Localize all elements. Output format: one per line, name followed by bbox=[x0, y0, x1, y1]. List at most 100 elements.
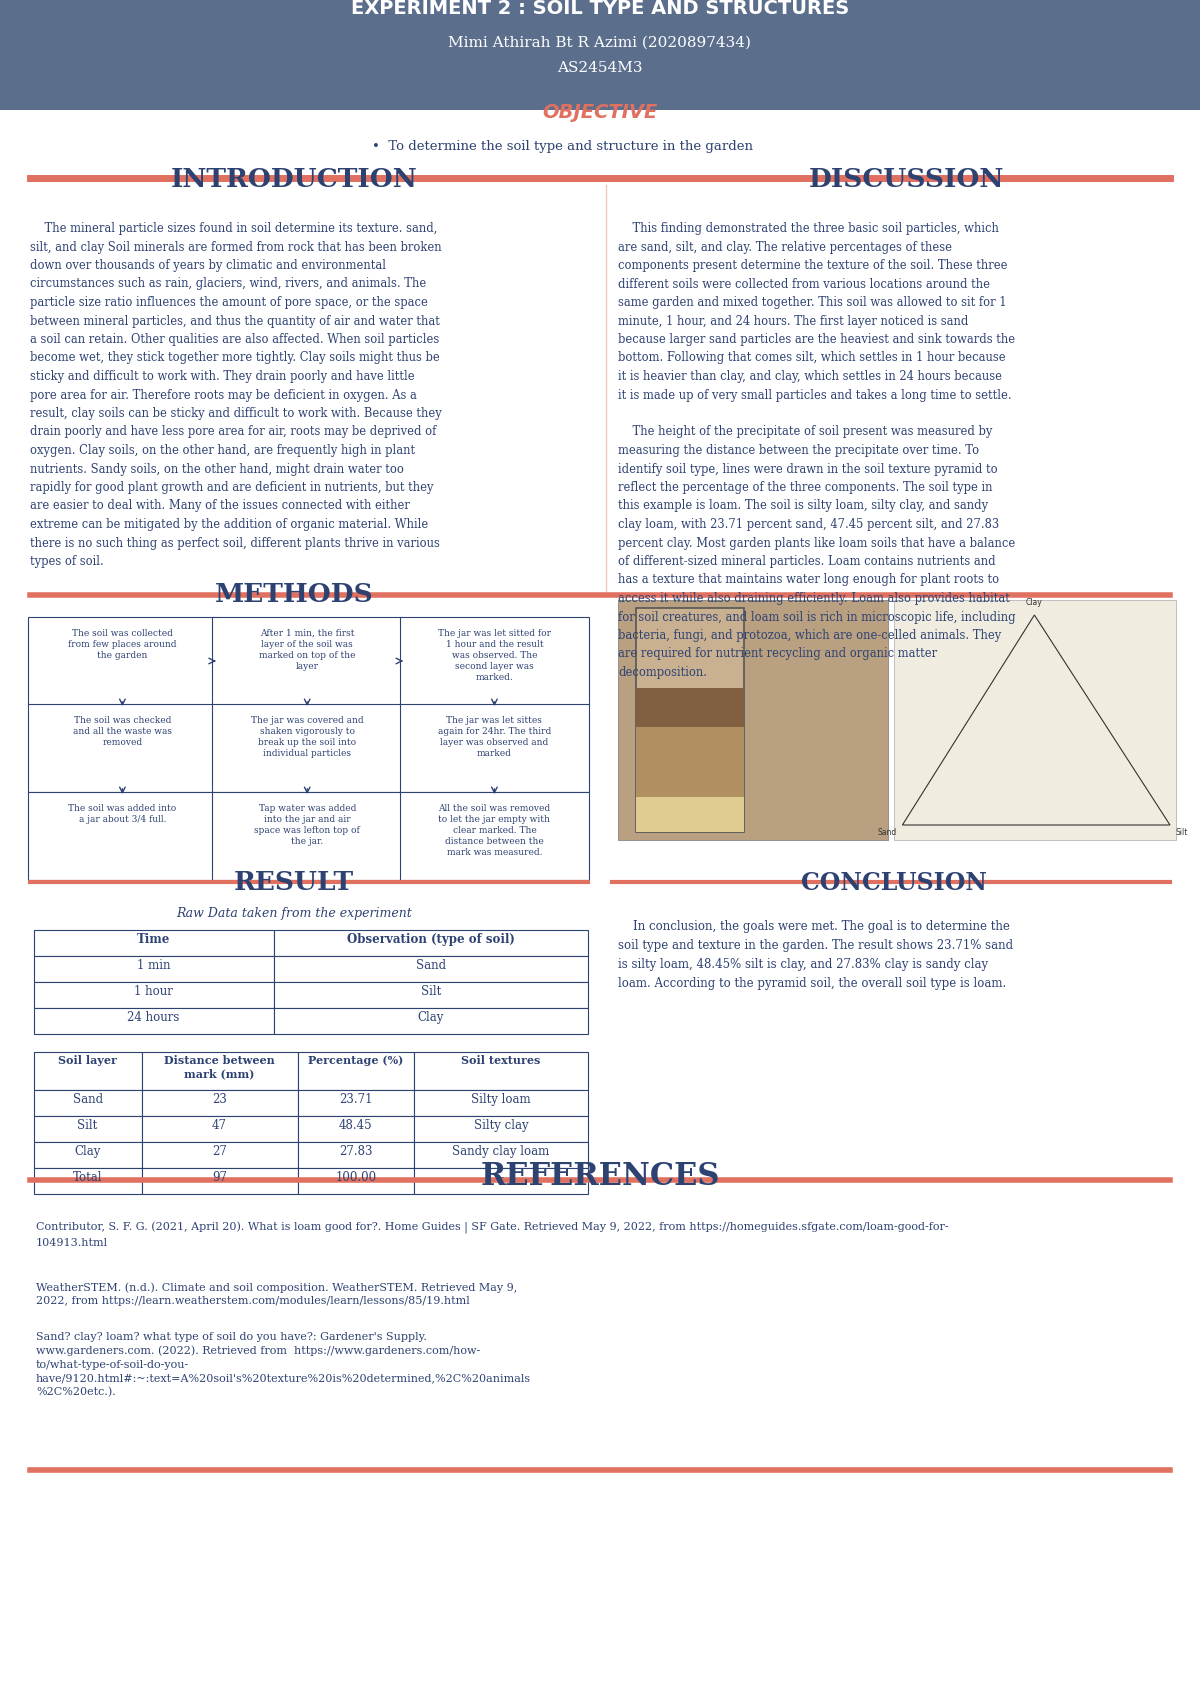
Bar bbox=[142, 1116, 298, 1143]
Bar bbox=[298, 1090, 414, 1116]
Text: 48.45: 48.45 bbox=[338, 1119, 373, 1133]
Bar bbox=[0, 0, 1200, 110]
Text: Clay: Clay bbox=[1026, 598, 1043, 606]
Bar bbox=[274, 931, 588, 956]
Text: INTRODUCTION: INTRODUCTION bbox=[170, 166, 418, 192]
Text: The jar was let sittes
again for 24hr. The third
layer was observed and
marked: The jar was let sittes again for 24hr. T… bbox=[438, 717, 551, 759]
Text: In conclusion, the goals were met. The goal is to determine the
soil type and te: In conclusion, the goals were met. The g… bbox=[618, 920, 1013, 990]
Text: METHODS: METHODS bbox=[215, 582, 373, 606]
Text: DISCUSSION: DISCUSSION bbox=[809, 166, 1003, 192]
FancyBboxPatch shape bbox=[28, 703, 217, 793]
Bar bbox=[274, 1009, 588, 1034]
Text: Soil layer: Soil layer bbox=[58, 1054, 118, 1066]
Text: Sand: Sand bbox=[415, 959, 446, 971]
Text: Sandy clay loam: Sandy clay loam bbox=[452, 1144, 550, 1158]
Bar bbox=[142, 1143, 298, 1168]
Text: 27.83: 27.83 bbox=[340, 1144, 372, 1158]
Text: 23.71: 23.71 bbox=[340, 1094, 372, 1105]
Text: 1 hour: 1 hour bbox=[134, 985, 173, 998]
Text: The jar was covered and
shaken vigorously to
break up the soil into
individual p: The jar was covered and shaken vigorousl… bbox=[251, 717, 364, 759]
Text: 97: 97 bbox=[212, 1172, 227, 1184]
Text: 47: 47 bbox=[212, 1119, 227, 1133]
Bar bbox=[414, 1090, 588, 1116]
FancyBboxPatch shape bbox=[400, 616, 589, 705]
Text: Silty loam: Silty loam bbox=[472, 1094, 530, 1105]
Text: The soil was added into
a jar about 3/4 full.: The soil was added into a jar about 3/4 … bbox=[68, 803, 176, 824]
Text: The soil was checked
and all the waste was
removed: The soil was checked and all the waste w… bbox=[73, 717, 172, 747]
Bar bbox=[414, 1143, 588, 1168]
Text: Mimi Athirah Bt R Azimi (2020897434): Mimi Athirah Bt R Azimi (2020897434) bbox=[449, 36, 751, 49]
Text: Sand: Sand bbox=[877, 829, 896, 837]
Text: Total: Total bbox=[73, 1172, 102, 1184]
Bar bbox=[636, 796, 744, 832]
Bar bbox=[274, 981, 588, 1009]
Text: AS2454M3: AS2454M3 bbox=[557, 61, 643, 75]
Text: All the soil was removed
to let the jar empty with
clear marked. The
distance be: All the soil was removed to let the jar … bbox=[438, 803, 551, 857]
Text: Silt: Silt bbox=[421, 985, 440, 998]
FancyBboxPatch shape bbox=[212, 616, 402, 705]
Bar bbox=[34, 1168, 142, 1194]
Text: EXPERIMENT 2 : SOIL TYPE AND STRUCTURES: EXPERIMENT 2 : SOIL TYPE AND STRUCTURES bbox=[350, 0, 850, 19]
Bar bbox=[298, 1116, 414, 1143]
Bar bbox=[274, 956, 588, 981]
Bar bbox=[414, 1116, 588, 1143]
Text: 1 min: 1 min bbox=[137, 959, 170, 971]
Bar bbox=[414, 1168, 588, 1194]
Text: Sand? clay? loam? what type of soil do you have?: Gardener's Supply.
www.gardene: Sand? clay? loam? what type of soil do y… bbox=[36, 1331, 532, 1397]
Text: •  To determine the soil type and structure in the garden: • To determine the soil type and structu… bbox=[372, 139, 754, 153]
Bar bbox=[34, 1143, 142, 1168]
FancyBboxPatch shape bbox=[400, 703, 589, 793]
Bar bbox=[34, 1009, 274, 1034]
FancyBboxPatch shape bbox=[212, 703, 402, 793]
Text: Percentage (%): Percentage (%) bbox=[308, 1054, 403, 1066]
Bar bbox=[34, 956, 274, 981]
Bar bbox=[34, 931, 274, 956]
FancyBboxPatch shape bbox=[28, 791, 217, 881]
Text: 23: 23 bbox=[212, 1094, 227, 1105]
Text: CONCLUSION: CONCLUSION bbox=[802, 871, 986, 895]
Bar bbox=[34, 1090, 142, 1116]
FancyBboxPatch shape bbox=[28, 616, 217, 705]
Text: Silt: Silt bbox=[78, 1119, 97, 1133]
Bar bbox=[414, 1053, 588, 1090]
Bar bbox=[34, 1116, 142, 1143]
Text: Tap water was added
into the jar and air
space was lefton top of
the jar.: Tap water was added into the jar and air… bbox=[254, 803, 360, 846]
Text: Contributor, S. F. G. (2021, April 20). What is loam good for?. Home Guides | SF: Contributor, S. F. G. (2021, April 20). … bbox=[36, 1223, 949, 1248]
Text: Distance between
mark (mm): Distance between mark (mm) bbox=[164, 1054, 275, 1080]
Text: Soil textures: Soil textures bbox=[461, 1054, 541, 1066]
Text: 100.00: 100.00 bbox=[335, 1172, 377, 1184]
Bar bbox=[636, 727, 744, 796]
Text: Sand: Sand bbox=[72, 1094, 103, 1105]
Text: WeatherSTEM. (n.d.). Climate and soil composition. WeatherSTEM. Retrieved May 9,: WeatherSTEM. (n.d.). Climate and soil co… bbox=[36, 1282, 517, 1306]
Text: OBJECTIVE: OBJECTIVE bbox=[542, 104, 658, 122]
Text: -: - bbox=[499, 1172, 503, 1184]
Bar bbox=[142, 1053, 298, 1090]
Bar bbox=[618, 599, 888, 841]
Text: The soil was collected
from few places around
the garden: The soil was collected from few places a… bbox=[68, 628, 176, 661]
Text: Silt: Silt bbox=[1176, 829, 1188, 837]
Text: Raw Data taken from the experiment: Raw Data taken from the experiment bbox=[176, 907, 412, 920]
Text: RESULT: RESULT bbox=[234, 869, 354, 895]
Text: Time: Time bbox=[137, 932, 170, 946]
Text: 24 hours: 24 hours bbox=[127, 1010, 180, 1024]
FancyBboxPatch shape bbox=[212, 791, 402, 881]
Bar bbox=[298, 1168, 414, 1194]
Text: This finding demonstrated the three basic soil particles, which
are sand, silt, : This finding demonstrated the three basi… bbox=[618, 222, 1015, 679]
Text: After 1 min, the first
layer of the soil was
marked on top of the
layer: After 1 min, the first layer of the soil… bbox=[259, 628, 355, 671]
Bar bbox=[636, 608, 744, 832]
Text: The mineral particle sizes found in soil determine its texture. sand,
silt, and : The mineral particle sizes found in soil… bbox=[30, 222, 442, 569]
Bar bbox=[34, 981, 274, 1009]
FancyBboxPatch shape bbox=[400, 791, 589, 881]
Text: Observation (type of soil): Observation (type of soil) bbox=[347, 932, 515, 946]
Text: Silty clay: Silty clay bbox=[474, 1119, 528, 1133]
Text: 27: 27 bbox=[212, 1144, 227, 1158]
Bar bbox=[34, 1053, 142, 1090]
Bar bbox=[894, 599, 1176, 841]
Text: REFERENCES: REFERENCES bbox=[480, 1161, 720, 1192]
Bar bbox=[636, 688, 744, 727]
Text: Clay: Clay bbox=[418, 1010, 444, 1024]
Text: Clay: Clay bbox=[74, 1144, 101, 1158]
Bar bbox=[142, 1090, 298, 1116]
Bar bbox=[142, 1168, 298, 1194]
Bar bbox=[298, 1053, 414, 1090]
